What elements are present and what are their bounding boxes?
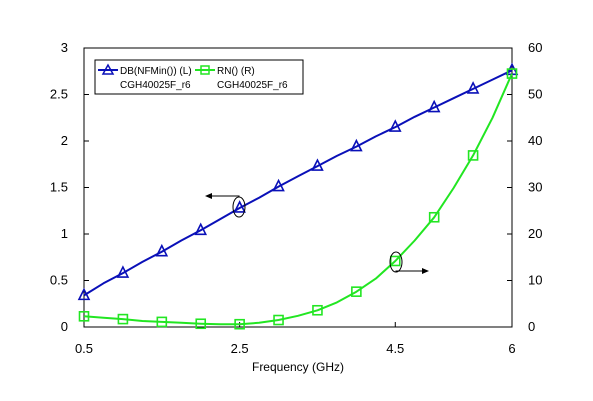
right-tick-label: 20 — [528, 226, 542, 241]
left-axis-indicator-arrowhead — [205, 193, 212, 199]
series-point-rn — [156, 316, 168, 328]
series-point-rn — [273, 314, 284, 326]
series-point-rn — [351, 286, 362, 297]
right-tick-label: 10 — [528, 273, 542, 288]
right-tick-label: 40 — [528, 133, 542, 148]
x-tick-label: 4.5 — [386, 341, 404, 356]
left-tick-label: 3 — [61, 40, 68, 55]
series-point-nfmin — [155, 243, 169, 257]
legend: DB(NFMin()) (L) CGH40025F_r6 RN() (R) CG… — [94, 59, 304, 95]
series-point-rn — [234, 318, 245, 330]
series-point-nfmin — [466, 81, 480, 94]
right-axis-indicator — [389, 251, 429, 274]
right-axis-ticks: 0 10 20 30 40 50 60 — [507, 40, 542, 334]
right-tick-label: 0 — [528, 319, 535, 334]
series-point-rn — [467, 150, 479, 161]
x-axis-ticks: 0.5 2.5 4.5 6 — [75, 322, 516, 356]
right-tick-label: 60 — [528, 40, 542, 55]
series-point-rn — [312, 304, 323, 316]
series-layer — [77, 62, 519, 330]
x-tick-label: 6 — [508, 341, 515, 356]
series-point-rn — [428, 211, 440, 223]
series-point-rn — [506, 68, 518, 79]
legend-marker-nfmin — [101, 63, 115, 75]
series-point-rn — [195, 318, 207, 330]
left-tick-label: 0.5 — [50, 273, 68, 288]
series-point-nfmin — [272, 178, 285, 192]
series-point-nfmin — [427, 99, 441, 113]
series-point-rn — [117, 313, 129, 325]
left-tick-label: 1 — [61, 226, 68, 241]
right-tick-label: 50 — [528, 87, 542, 102]
series-point-nfmin — [388, 119, 402, 132]
series-line-rn — [83, 73, 513, 326]
series-point-rn — [78, 311, 90, 322]
series-point-rn — [389, 255, 401, 267]
series-point-nfmin — [311, 158, 324, 171]
right-axis-indicator-arrow — [395, 270, 425, 272]
legend-sublabel-nfmin: CGH40025F_r6 — [120, 80, 191, 91]
left-tick-label: 1.5 — [50, 180, 68, 195]
x-axis-title: Frequency (GHz) — [252, 360, 344, 374]
legend-sublabel-rn: CGH40025F_r6 — [217, 80, 288, 91]
legend-marker-rn — [200, 65, 210, 75]
x-tick-label: 0.5 — [75, 341, 93, 356]
left-tick-label: 2.5 — [50, 87, 68, 102]
right-tick-label: 30 — [528, 180, 542, 195]
series-point-nfmin — [77, 287, 91, 301]
series-point-nfmin — [194, 222, 208, 236]
legend-box — [94, 59, 304, 95]
right-axis-indicator-arrowhead — [422, 268, 429, 274]
left-axis-ticks: 0 0.5 1 1.5 2 2.5 3 — [50, 40, 89, 334]
left-axis-indicator-arrow — [209, 195, 240, 197]
x-tick-label: 2.5 — [231, 341, 249, 356]
series-point-nfmin — [233, 200, 246, 213]
left-tick-label: 0 — [61, 319, 68, 334]
left-tick-label: 2 — [61, 133, 68, 148]
legend-label-nfmin: DB(NFMin()) (L) — [120, 66, 192, 77]
series-line-nfmin — [83, 69, 513, 297]
left-axis-indicator — [205, 193, 246, 218]
series-point-nfmin — [116, 265, 130, 278]
series-point-nfmin — [350, 138, 363, 152]
legend-label-rn: RN() (R) — [217, 66, 255, 77]
